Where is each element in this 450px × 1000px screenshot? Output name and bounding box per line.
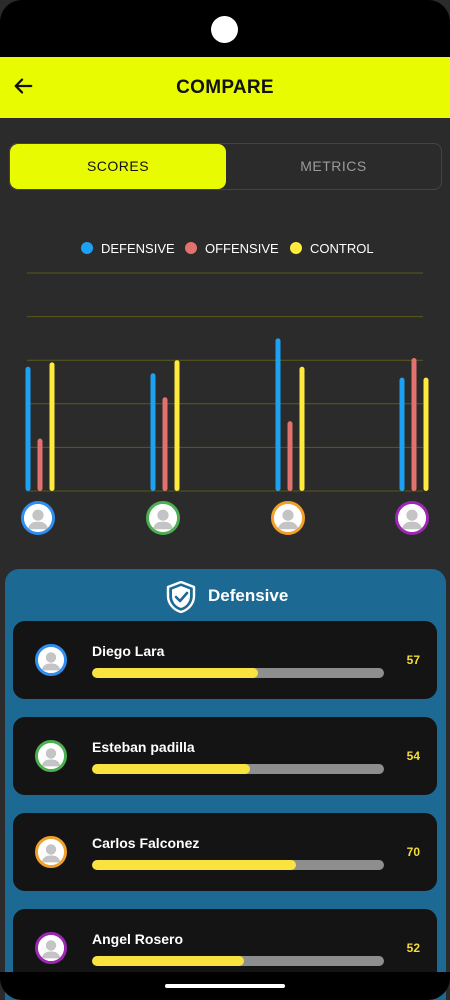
bar-defensive-0 [25, 366, 31, 491]
bar-control-1 [174, 360, 180, 491]
chart-avatar [21, 501, 55, 535]
progress-track [92, 668, 384, 678]
segmented-tabs: SCORES METRICS [9, 143, 442, 190]
chart-avatar [146, 501, 180, 535]
player-name: Esteban padilla [92, 739, 195, 755]
person-icon [38, 839, 64, 865]
app-bar: COMPARE [0, 57, 450, 118]
score-value: 70 [406, 845, 420, 859]
person-icon [38, 743, 64, 769]
home-indicator[interactable] [165, 984, 285, 988]
bar-chart [25, 272, 429, 492]
legend-label-defensive: DEFENSIVE [101, 240, 175, 256]
person-icon [398, 504, 426, 532]
bar-control-2 [299, 366, 305, 491]
tab-metrics[interactable]: METRICS [300, 158, 367, 174]
panel-title: Defensive [208, 586, 289, 605]
avatar [35, 644, 67, 676]
player-name: Carlos Falconez [92, 835, 200, 851]
progress-fill [92, 764, 250, 774]
progress-track [92, 956, 384, 966]
legend-label-control: CONTROL [310, 240, 374, 256]
status-bar [0, 0, 450, 57]
defensive-panel: Defensive Diego Lara 57 Esteban padilla … [5, 569, 446, 1000]
person-icon [24, 504, 52, 532]
progress-fill [92, 860, 297, 870]
score-value: 57 [406, 653, 420, 667]
legend-dot-defensive [81, 242, 93, 254]
person-icon [38, 647, 64, 673]
chart-avatar [271, 501, 305, 535]
legend-item-offensive: OFFENSIVE [185, 240, 279, 256]
back-arrow-icon[interactable] [12, 75, 34, 97]
bar-defensive-1 [150, 373, 156, 491]
tab-scores[interactable]: SCORES [10, 144, 226, 189]
chart-legend: DEFENSIVE OFFENSIVE CONTROL [0, 240, 450, 256]
progress-track [92, 860, 384, 870]
chart-avatar [395, 501, 429, 535]
player-name: Diego Lara [92, 643, 165, 659]
person-icon [149, 504, 177, 532]
bar-offensive-2 [287, 421, 293, 491]
person-icon [274, 504, 302, 532]
legend-dot-control [290, 242, 302, 254]
camera-cutout [211, 16, 238, 43]
player-card-esteban-padilla[interactable]: Esteban padilla 54 [13, 717, 437, 795]
bar-defensive-3 [399, 377, 405, 491]
bar-defensive-2 [275, 338, 281, 491]
progress-track [92, 764, 384, 774]
legend-item-control: CONTROL [290, 240, 374, 256]
score-value: 52 [406, 941, 420, 955]
navigation-bar [0, 972, 450, 1000]
shield-icon [166, 581, 196, 613]
progress-fill [92, 956, 244, 966]
bar-offensive-3 [411, 358, 417, 491]
page-title: COMPARE [176, 77, 274, 98]
legend-dot-offensive [185, 242, 197, 254]
player-name: Angel Rosero [92, 931, 184, 947]
bar-offensive-1 [162, 397, 168, 491]
player-card-diego-lara[interactable]: Diego Lara 57 [13, 621, 437, 699]
avatar [35, 740, 67, 772]
progress-fill [92, 668, 259, 678]
avatar [35, 836, 67, 868]
avatar [35, 932, 67, 964]
person-icon [38, 935, 64, 961]
legend-item-defensive: DEFENSIVE [81, 240, 175, 256]
score-value: 54 [406, 749, 420, 763]
bar-offensive-0 [37, 438, 43, 491]
bar-control-3 [423, 377, 429, 491]
bar-control-0 [49, 362, 55, 491]
player-card-carlos-falconez[interactable]: Carlos Falconez 70 [13, 813, 437, 891]
legend-label-offensive: OFFENSIVE [205, 240, 279, 256]
